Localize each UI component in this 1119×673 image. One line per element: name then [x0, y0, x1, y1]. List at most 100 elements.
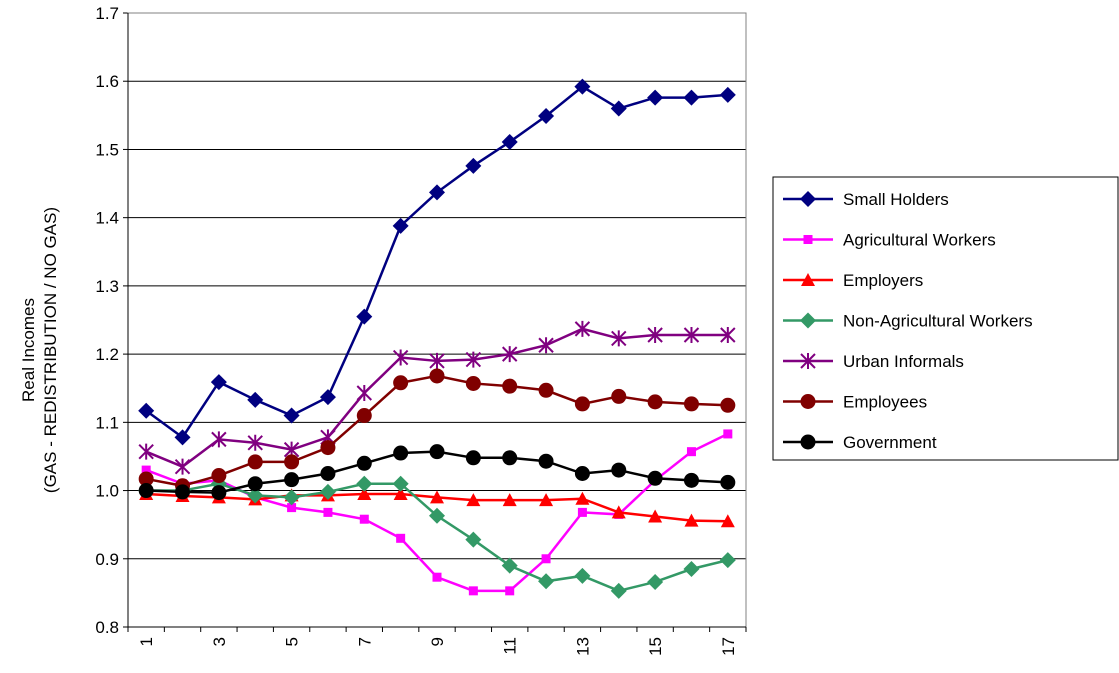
- marker: [502, 493, 517, 507]
- legend-label: Government: [843, 433, 937, 452]
- marker: [356, 384, 373, 401]
- y-tick-label: 0.8: [95, 618, 119, 637]
- marker: [211, 485, 227, 501]
- series: [138, 444, 736, 501]
- marker: [138, 483, 154, 499]
- marker: [359, 514, 369, 524]
- x-tick-label: 7: [355, 637, 374, 646]
- marker: [684, 513, 699, 527]
- series-line: [145, 85, 728, 440]
- marker: [396, 533, 406, 543]
- marker: [138, 471, 154, 487]
- legend-label: Urban Informals: [843, 352, 964, 371]
- marker: [574, 466, 590, 481]
- marker: [574, 567, 591, 584]
- marker: [465, 375, 481, 391]
- marker: [720, 397, 736, 413]
- marker: [538, 108, 555, 125]
- marker: [320, 466, 336, 481]
- marker: [611, 388, 627, 404]
- marker: [429, 368, 445, 384]
- marker: [392, 475, 409, 492]
- marker: [648, 509, 663, 523]
- marker: [211, 431, 227, 448]
- marker: [211, 468, 227, 484]
- marker: [430, 490, 444, 504]
- marker: [138, 443, 154, 460]
- marker: [683, 396, 699, 412]
- marker: [465, 450, 481, 466]
- marker: [247, 487, 264, 504]
- marker: [284, 472, 300, 488]
- y-tick-label: 1.6: [95, 72, 119, 91]
- marker: [538, 573, 555, 590]
- marker: [138, 402, 155, 419]
- x-tick-label: 13: [573, 637, 592, 656]
- marker: [465, 157, 482, 174]
- marker: [647, 394, 663, 410]
- x-tick-label: 15: [646, 637, 665, 656]
- plot-border: [127, 12, 747, 628]
- marker: [683, 327, 700, 344]
- marker: [393, 375, 409, 391]
- marker: [432, 572, 442, 582]
- marker: [287, 503, 297, 513]
- marker: [247, 476, 263, 492]
- marker: [723, 429, 733, 439]
- marker: [538, 382, 554, 398]
- y-axis-title: Real Incomes (GAS - REDISTRIBUTION / NO …: [19, 207, 60, 493]
- marker: [800, 353, 816, 369]
- x-tick-label: 9: [428, 637, 447, 646]
- marker: [719, 552, 736, 569]
- legend-label: Small Holders: [843, 190, 949, 209]
- marker: [323, 507, 333, 517]
- marker: [429, 444, 445, 460]
- marker: [720, 327, 736, 344]
- y-tick-label: 1.5: [95, 140, 119, 159]
- x-tick-label: 1: [137, 637, 156, 646]
- y-tick-label: 0.9: [95, 550, 119, 569]
- marker: [502, 378, 518, 394]
- marker: [283, 407, 300, 424]
- marker: [800, 434, 816, 450]
- marker: [319, 389, 336, 406]
- marker: [683, 89, 700, 106]
- series: [138, 78, 736, 446]
- marker: [392, 349, 409, 366]
- marker: [574, 320, 591, 337]
- marker: [501, 133, 518, 150]
- marker: [720, 474, 736, 490]
- marker: [574, 396, 590, 412]
- y-tick-label: 1.4: [95, 209, 119, 228]
- marker: [393, 445, 409, 461]
- series-line: [145, 374, 728, 488]
- marker: [502, 450, 518, 466]
- marker: [574, 78, 591, 95]
- y-tick-label: 1.1: [95, 413, 119, 432]
- marker: [319, 483, 336, 500]
- marker: [683, 561, 700, 578]
- marker: [392, 217, 409, 234]
- marker: [468, 586, 478, 596]
- marker: [356, 308, 373, 325]
- legend-label: Non-Agricultural Workers: [843, 312, 1033, 331]
- marker: [501, 346, 518, 363]
- marker: [320, 440, 336, 456]
- marker: [801, 273, 815, 286]
- y-label-line: (GAS - REDISTRIBUTION / NO GAS): [41, 207, 60, 493]
- x-tick-label: 11: [501, 637, 520, 655]
- marker: [803, 235, 813, 244]
- marker: [466, 493, 481, 507]
- marker: [575, 491, 590, 505]
- y-tick-label: 1.7: [95, 4, 119, 23]
- legend-box: [772, 176, 1119, 461]
- marker: [647, 470, 663, 486]
- marker: [356, 455, 372, 471]
- legend-label: Employers: [843, 271, 923, 290]
- marker: [465, 531, 482, 548]
- marker: [800, 394, 816, 409]
- marker: [429, 184, 445, 201]
- marker: [501, 557, 518, 574]
- x-tick-label: 5: [283, 637, 302, 646]
